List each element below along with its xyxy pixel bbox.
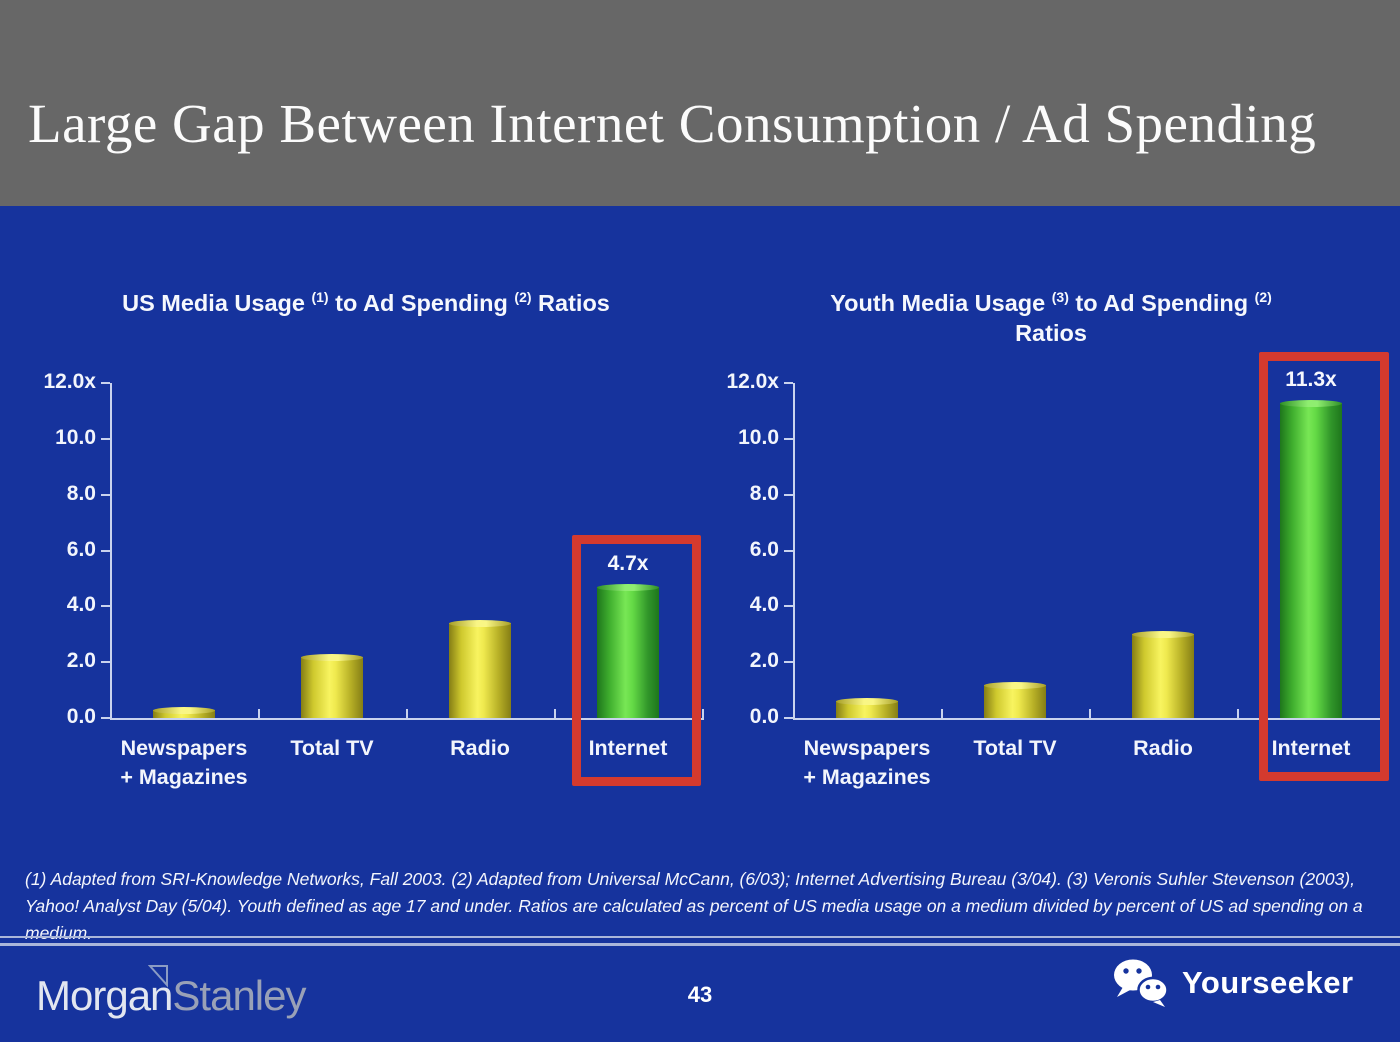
y-axis-tick-mark	[101, 605, 110, 608]
y-axis-tick-mark	[101, 437, 110, 440]
plot-area	[110, 383, 704, 720]
page-number: 43	[687, 982, 713, 1007]
y-axis-tick-label: 4.0	[66, 593, 96, 617]
bar-total-tv	[984, 681, 1046, 718]
x-axis-tick-mark	[1089, 709, 1091, 718]
y-axis-tick-label: 8.0	[749, 481, 779, 505]
bar-radio	[1132, 631, 1194, 718]
y-axis-tick-mark	[101, 382, 110, 384]
category-label: Internet	[1235, 734, 1387, 763]
brand-word-morgan: Morgan	[36, 972, 173, 1019]
y-axis-tick-label: 4.0	[749, 593, 779, 617]
brand-word-stanley: Stanley	[172, 972, 306, 1019]
page-title: Large Gap Between Internet Consumption /…	[28, 93, 1317, 154]
category-label: Internet	[552, 734, 704, 763]
chart-youth-media-usage: Youth Media Usage (3) to Ad Spending (2)…	[713, 288, 1389, 808]
y-axis-tick-mark	[101, 493, 110, 496]
wechat-icon	[1114, 959, 1169, 1007]
y-axis-tick-label: 0.0	[749, 705, 779, 728]
y-axis-tick-label: 12.0x	[43, 370, 96, 393]
category-label: Total TV	[256, 734, 408, 763]
category-label-line: Internet	[1271, 736, 1351, 760]
y-axis-tick-label: 2.0	[749, 649, 779, 673]
footnote-ref-2: (2)	[1254, 289, 1272, 306]
chart-title: US Media Usage (1) to Ad Spending (2) Ra…	[30, 288, 702, 318]
triangle-flag-icon	[148, 965, 168, 988]
x-axis-tick-mark	[258, 709, 260, 718]
bar-total-tv	[301, 653, 363, 718]
category-label-line: Radio	[450, 736, 510, 760]
separator-line	[0, 943, 1400, 946]
y-axis-tick-mark	[101, 717, 110, 719]
category-label-line: Total TV	[973, 736, 1057, 760]
category-label: Radio	[404, 734, 556, 763]
category-label: Radio	[1087, 734, 1239, 763]
y-axis-tick-mark	[784, 605, 793, 608]
y-axis-tick-label: 10.0	[738, 425, 779, 449]
category-label-line: Radio	[1133, 736, 1193, 760]
chart-title-text: Youth Media Usage	[830, 290, 1052, 316]
watermark: Yourseeker	[1112, 958, 1354, 1008]
x-axis-tick-mark	[554, 709, 556, 718]
highlight-box-internet	[1259, 352, 1389, 781]
chart-title-text: US Media Usage	[122, 290, 312, 316]
y-axis-tick-label: 12.0x	[726, 370, 779, 393]
y-axis-tick-label: 8.0	[66, 481, 96, 505]
footnote-ref-1: (1)	[311, 289, 329, 306]
footnote-ref-3: (3)	[1051, 289, 1069, 306]
y-axis-tick-mark	[101, 661, 110, 664]
chart-title-line1: Youth Media Usage (3) to Ad Spending (2)	[713, 288, 1389, 318]
x-axis-tick-mark	[941, 709, 943, 718]
separator-line	[0, 936, 1400, 938]
category-label-line: + Magazines	[120, 765, 248, 790]
y-axis-tick-label: 6.0	[66, 537, 96, 561]
y-axis-tick-mark	[784, 437, 793, 440]
chart-title-text: Ratios	[531, 290, 610, 316]
category-label: Newspapers + Magazines	[108, 734, 260, 792]
category-label-line: Internet	[588, 736, 668, 760]
y-axis-tick-mark	[784, 661, 793, 664]
slide-header: Large Gap Between Internet Consumption /…	[0, 0, 1400, 206]
bar-internet	[597, 583, 659, 718]
x-axis-tick-mark	[702, 709, 704, 718]
x-axis-tick-mark	[1237, 709, 1239, 718]
chart-title: Youth Media Usage (3) to Ad Spending (2)…	[713, 288, 1389, 348]
bar-internet	[1280, 399, 1342, 718]
category-label: Newspapers + Magazines	[791, 734, 943, 792]
chart-title-text: to Ad Spending	[1068, 290, 1255, 316]
chart-title-line2: Ratios	[1015, 320, 1087, 347]
category-label-line: Newspapers	[803, 736, 931, 760]
bar-value-label: 11.3x	[1285, 367, 1337, 391]
watermark-label: Yourseeker	[1182, 965, 1354, 1000]
category-label-line: Total TV	[290, 736, 374, 760]
bar-radio	[449, 620, 511, 718]
category-label: Total TV	[939, 734, 1091, 763]
y-axis-tick-label: 2.0	[66, 649, 96, 673]
y-axis-tick-label: 10.0	[55, 425, 96, 449]
highlight-box-internet	[572, 535, 701, 786]
y-axis-tick-mark	[784, 549, 793, 552]
chart-us-media-usage: US Media Usage (1) to Ad Spending (2) Ra…	[30, 288, 704, 808]
category-label-line: Newspapers	[120, 736, 248, 760]
morgan-stanley-logo: MorganStanley	[36, 972, 307, 1020]
footnote-ref-2: (2)	[514, 289, 532, 306]
y-axis-tick-mark	[784, 493, 793, 496]
y-axis-tick-mark	[101, 549, 110, 552]
bar-value-label: 4.7x	[607, 551, 649, 575]
bar-newspapers-magazines	[836, 698, 898, 718]
x-axis-tick-mark	[406, 709, 408, 718]
chart-title-text: to Ad Spending	[328, 290, 515, 316]
plot-area	[793, 383, 1387, 720]
category-label-line: + Magazines	[803, 765, 931, 790]
footnote-text: (1) Adapted from SRI-Knowledge Networks,…	[25, 869, 1363, 944]
y-axis-tick-label: 6.0	[749, 537, 779, 561]
y-axis-tick-mark	[784, 382, 793, 384]
bar-newspapers-magazines	[153, 706, 215, 718]
y-axis-tick-mark	[784, 717, 793, 719]
y-axis-tick-label: 0.0	[66, 705, 96, 728]
